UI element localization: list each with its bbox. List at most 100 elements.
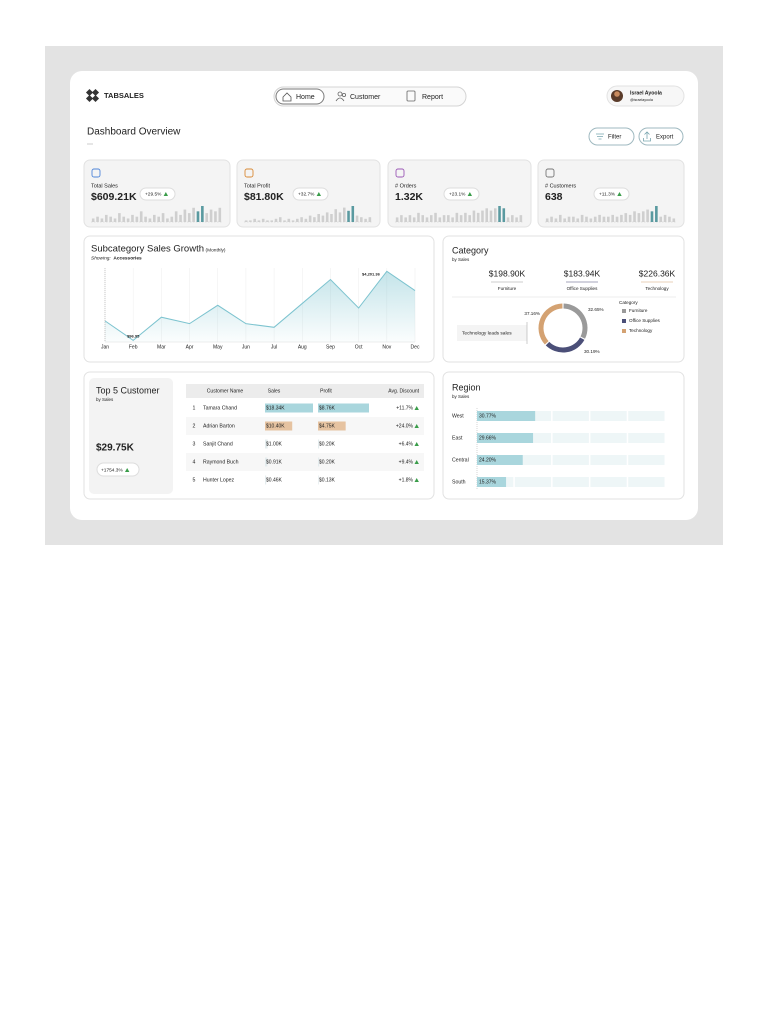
panel-subtitle: by Sales [452, 394, 470, 399]
sparkline-bar [360, 217, 363, 222]
kpi-icon [244, 168, 254, 178]
sparkline-bar [646, 209, 649, 222]
nav-item[interactable]: Report [422, 94, 443, 101]
sparkline-bar [498, 206, 501, 222]
up-arrow [414, 406, 419, 410]
profit-bar [318, 475, 319, 485]
discount: +24.0% [396, 423, 414, 429]
action-label[interactable]: Filter [608, 135, 621, 141]
sparkline-bar [283, 220, 286, 222]
region-track-cell [552, 455, 589, 465]
kpi-change: +11.3% [599, 191, 616, 197]
share-label: 37.16% [524, 311, 540, 316]
sparkline-bar [567, 216, 571, 222]
sparkline-bar [183, 209, 187, 222]
line [104, 270, 416, 341]
region-track-cell [628, 477, 665, 487]
share-label: 30.19% [584, 349, 600, 354]
rank: 1 [193, 405, 196, 411]
category-value: $183.94K [564, 268, 601, 278]
kpi-change-pill [443, 187, 480, 201]
action-label[interactable]: Export [656, 135, 674, 141]
table-row-stripe [186, 417, 424, 435]
sparkline-bar [153, 214, 156, 222]
sparkline-bar [459, 215, 463, 222]
region-label: 30.77% [479, 413, 497, 419]
rank: 2 [193, 423, 196, 429]
sparkline-bar [455, 212, 459, 222]
kpi-change: +29.5% [145, 191, 162, 197]
report-icon [406, 90, 416, 102]
kpi-icon [545, 168, 555, 178]
sparkline-bar [554, 218, 558, 222]
panel-title: Top 5 Customer [96, 385, 160, 395]
sparkline-bar [412, 217, 416, 222]
table-header: Customer Name [207, 388, 244, 394]
sparkline-bar [96, 216, 99, 222]
legend-swatch [622, 319, 626, 323]
region-track-cell [552, 477, 589, 487]
sparkline-bar [620, 214, 623, 222]
sparkline-bar [607, 216, 610, 222]
sales-label: $0.91K [266, 459, 283, 465]
donut-segment [563, 303, 588, 339]
sparkline-bar [148, 218, 152, 222]
up-arrow [414, 460, 419, 464]
sparkline-bar [368, 217, 372, 222]
sparkline-bar [580, 214, 584, 222]
up-arrow [414, 424, 419, 428]
sparkline-bar [489, 210, 493, 222]
region-track-cell [628, 433, 665, 443]
sparkline-bar [615, 216, 619, 222]
x-tick-label: Dec [411, 344, 420, 350]
user-name: Israel Ayoola [630, 90, 662, 96]
sparkline-bar [576, 218, 580, 222]
nav-item[interactable]: Customer [350, 94, 381, 101]
sparkline-bar [476, 212, 480, 222]
sparkline-bar [447, 215, 450, 222]
sparkline-bar [144, 216, 147, 222]
sparkline-bar [637, 213, 641, 222]
customer-name: Sanjit Chand [203, 441, 233, 447]
sparkline-bar [287, 218, 291, 222]
category-name: Furniture [498, 286, 517, 291]
region-bar [477, 433, 534, 443]
sparkline-bar [515, 217, 518, 222]
sparkline-bar [663, 214, 667, 222]
sparkline-bar [253, 218, 256, 222]
region-track-cell [514, 455, 552, 465]
sparkline-bar [170, 216, 174, 222]
region-track-cell [514, 477, 552, 487]
legend-title: Category [619, 300, 638, 305]
legend-label: Office Supplies [629, 318, 661, 323]
sparkline-bar [135, 216, 139, 222]
sparkline-bar [472, 210, 476, 222]
sparkline-bar [425, 217, 429, 222]
filter-button[interactable] [588, 127, 635, 146]
sales-bar [265, 439, 268, 449]
nav-item[interactable]: Home [296, 94, 315, 101]
kpi-icon [91, 168, 101, 178]
user-pill [606, 85, 685, 107]
share-label: 32.65% [588, 307, 604, 312]
sparkline-bar [611, 214, 614, 222]
sparkline-bar [244, 220, 248, 222]
sparkline-bar [506, 217, 510, 222]
sparkline-bar [126, 218, 130, 222]
sparkline-bar [100, 218, 104, 222]
up-arrow [414, 478, 419, 482]
chart-title: Subcategory Sales Growth [91, 244, 204, 255]
sparkline-bar [304, 218, 308, 222]
sparkline-bar [218, 207, 222, 222]
kpi-change: +23.1% [449, 191, 466, 197]
sparkline-bar [291, 220, 295, 222]
discount: +1.8% [399, 477, 414, 483]
sales-label: $0.46K [266, 477, 283, 483]
profit-label: $4.75K [319, 423, 336, 429]
kpi-value: 1.32K [395, 191, 423, 203]
table-header-bg [186, 384, 424, 398]
customer-icon [335, 91, 346, 102]
sparkline-bar [404, 217, 407, 222]
customer-name: Raymond Buch [203, 459, 239, 465]
